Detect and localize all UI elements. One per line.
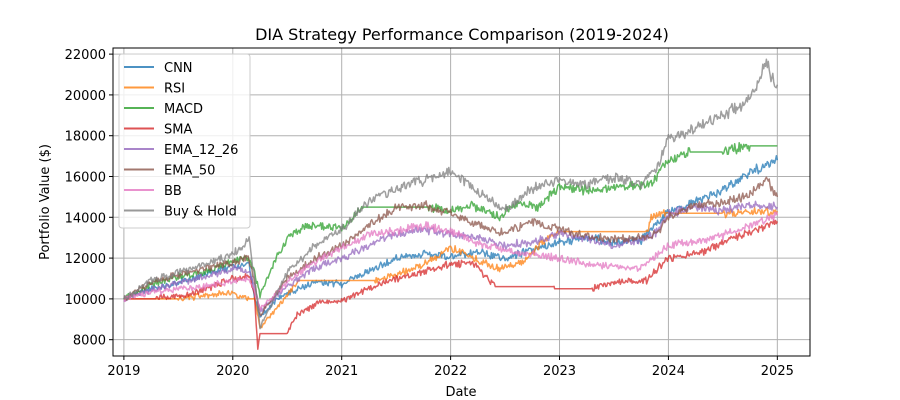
y-tick-label: 18000 bbox=[65, 130, 106, 145]
legend: CNN RSI MACD SMA EMA_12_26 EMA_50 BB Buy & Hold bbox=[118, 53, 251, 229]
y-tick-label: 22000 bbox=[65, 48, 106, 63]
x-tick-label: 2022 bbox=[434, 364, 467, 379]
legend-label: RSI bbox=[164, 82, 185, 97]
legend-label: BB bbox=[164, 184, 182, 199]
legend-label: MACD bbox=[164, 102, 203, 117]
x-tick-label: 2025 bbox=[761, 364, 794, 379]
legend-label: EMA_50 bbox=[164, 164, 215, 179]
x-tick-label: 2021 bbox=[325, 364, 358, 379]
y-tick-label: 14000 bbox=[65, 211, 106, 226]
series-line-buy-hold bbox=[123, 58, 779, 330]
y-tick-label: 12000 bbox=[65, 252, 106, 267]
y-axis-label: Portfolio Value ($) bbox=[38, 144, 53, 260]
legend-label: EMA_12_26 bbox=[164, 143, 238, 158]
series-line-bb bbox=[123, 211, 779, 311]
x-axis-ticks: 2019 2020 2021 2022 2023 2024 2025 bbox=[107, 356, 794, 379]
legend-box bbox=[118, 53, 251, 229]
x-axis-label: Date bbox=[445, 385, 476, 400]
y-axis-ticks: 8000 10000 12000 14000 16000 18000 20000 22000 bbox=[65, 48, 113, 349]
series-line-sma bbox=[123, 219, 778, 350]
legend-label: CNN bbox=[164, 61, 193, 76]
chart-title: DIA Strategy Performance Comparison (201… bbox=[255, 25, 669, 44]
legend-label: Buy & Hold bbox=[164, 205, 237, 220]
x-tick-label: 2023 bbox=[543, 364, 576, 379]
x-tick-label: 2024 bbox=[652, 364, 685, 379]
series-lines bbox=[123, 58, 779, 350]
legend-label: SMA bbox=[164, 123, 192, 138]
y-tick-label: 8000 bbox=[73, 334, 106, 349]
series-line-ema-50 bbox=[123, 176, 779, 317]
y-tick-label: 16000 bbox=[65, 171, 106, 186]
x-tick-label: 2019 bbox=[107, 364, 140, 379]
y-tick-label: 20000 bbox=[65, 89, 106, 104]
plot-frame bbox=[112, 47, 811, 357]
y-tick-label: 10000 bbox=[65, 293, 106, 308]
x-tick-label: 2020 bbox=[216, 364, 249, 379]
